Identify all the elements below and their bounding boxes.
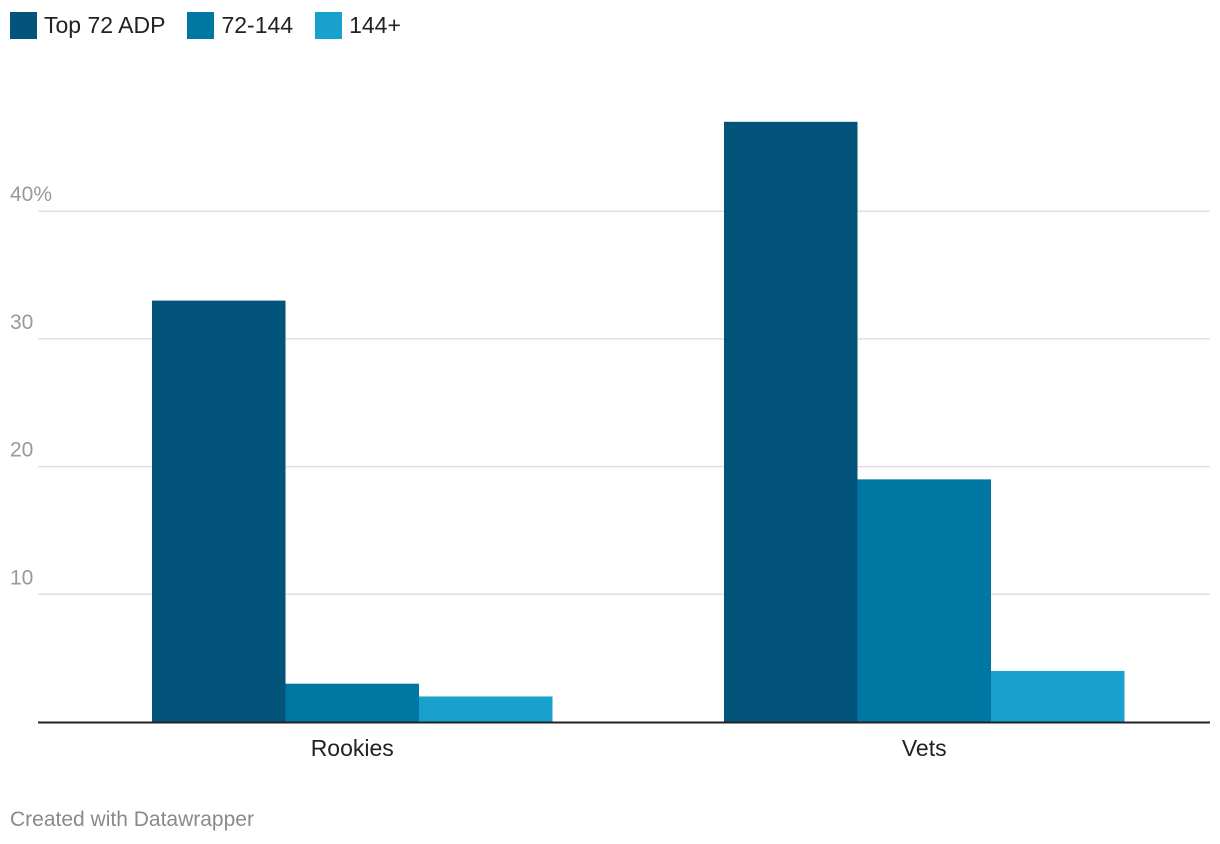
- legend-label: Top 72 ADP: [44, 12, 166, 38]
- x-tick-label: Vets: [902, 735, 947, 761]
- y-tick-label: 10: [10, 566, 33, 589]
- legend-item: 72-144: [187, 12, 293, 39]
- bar-144--rookies: [419, 696, 553, 722]
- y-tick-label: 20: [10, 439, 33, 462]
- legend-swatch: [187, 12, 215, 39]
- legend-swatch: [315, 12, 343, 39]
- y-tick-label: 30: [10, 311, 33, 334]
- bar-72-144-rookies: [285, 683, 419, 722]
- y-tick-label: 40%: [10, 183, 52, 206]
- bar-144--vets: [991, 670, 1125, 722]
- x-tick-label: Rookies: [311, 735, 394, 761]
- bar-top-72-adp-rookies: [152, 300, 286, 722]
- legend-label: 144+: [349, 12, 401, 38]
- legend-swatch: [10, 12, 37, 39]
- chart-legend: Top 72 ADP 72-144 144+: [10, 12, 423, 39]
- credit-text: Created with Datawrapper: [10, 808, 254, 831]
- legend-item: Top 72 ADP: [10, 12, 165, 39]
- bar-top-72-adp-vets: [724, 121, 858, 722]
- bar-72-144-vets: [857, 479, 991, 722]
- legend-item: 144+: [315, 12, 401, 39]
- legend-label: 72-144: [221, 12, 294, 38]
